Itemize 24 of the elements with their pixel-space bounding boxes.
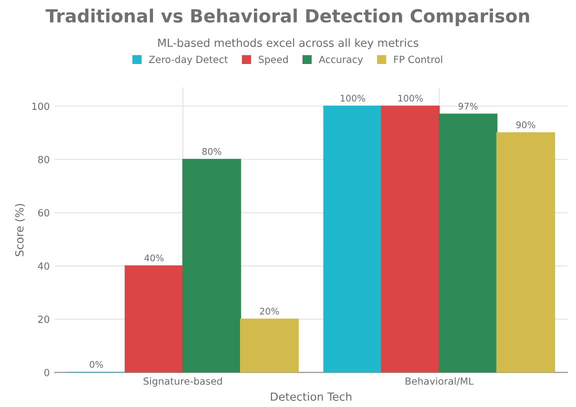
legend-label: FP Control bbox=[394, 56, 442, 64]
y-tick-label: 40 bbox=[38, 262, 50, 270]
y-tick-label: 80 bbox=[38, 156, 50, 164]
chart-subtitle: ML-based methods excel across all key metrics bbox=[158, 38, 418, 50]
data-label: 0% bbox=[90, 361, 104, 368]
y-tick-label: 100 bbox=[32, 102, 50, 110]
y-axis-title: Score (%) bbox=[15, 204, 25, 256]
x-tick-label: Behavioral/ML bbox=[406, 377, 474, 386]
data-label: 100% bbox=[340, 94, 366, 102]
legend-label: Zero-day Detect bbox=[149, 56, 228, 65]
data-label: 90% bbox=[516, 121, 536, 128]
data-label: 80% bbox=[202, 148, 222, 155]
chart-title: Traditional vs Behavioral Detection Comparison bbox=[46, 8, 530, 26]
data-label: 20% bbox=[260, 308, 279, 315]
x-axis-title: Detection Tech bbox=[270, 392, 352, 401]
legend-label: Speed bbox=[258, 56, 288, 65]
y-tick-label: 60 bbox=[38, 209, 50, 216]
x-tick-label: Signature-based bbox=[144, 377, 222, 387]
data-label: 100% bbox=[398, 94, 423, 102]
y-tick-label: 0 bbox=[44, 368, 50, 376]
data-label: 40% bbox=[144, 254, 164, 262]
y-tick-label: 20 bbox=[38, 316, 50, 323]
data-label: 97% bbox=[458, 102, 478, 110]
legend-label: Accuracy bbox=[318, 56, 363, 65]
